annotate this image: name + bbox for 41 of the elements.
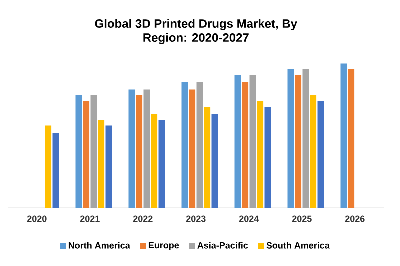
bar: [106, 126, 112, 208]
x-tick-label: 2025: [292, 216, 312, 222]
legend-label: Europe: [148, 242, 180, 250]
bar: [264, 107, 272, 208]
legend-label: Asia-Pacific: [198, 242, 248, 249]
bar: [151, 114, 158, 208]
bar: [136, 96, 143, 208]
bar: [212, 114, 218, 208]
bar: [76, 96, 82, 208]
legend-label: North America: [68, 242, 130, 249]
bar: [189, 90, 196, 208]
bar: [196, 82, 204, 208]
x-tick-label: 2021: [80, 216, 100, 222]
bar: [348, 70, 355, 208]
bar: [45, 126, 52, 208]
legend-label: South America: [266, 242, 330, 249]
x-tick-label: 2023: [186, 216, 206, 222]
bar: [144, 90, 150, 208]
bar: [128, 90, 136, 208]
bar: [204, 107, 211, 208]
bar: [90, 96, 98, 208]
bar: [234, 75, 242, 208]
x-tick-label: 2026: [345, 216, 365, 222]
bar: [288, 70, 294, 208]
bar: [310, 96, 317, 208]
bar: [250, 75, 256, 208]
bar: [295, 75, 302, 208]
bar: [52, 133, 60, 208]
bar: [318, 101, 324, 208]
bar: [257, 101, 264, 208]
bar: [83, 101, 90, 208]
x-tick-label: 2020: [27, 216, 47, 222]
bar: [340, 64, 348, 208]
x-tick-label: 2022: [133, 216, 153, 222]
chart-title: Global 3D Printed Drugs Market, By Region: 2020-2027: [95, 19, 298, 44]
bar: [98, 120, 105, 208]
bar: [302, 70, 310, 208]
bar: [242, 82, 249, 208]
x-tick-label: 2024: [239, 216, 260, 222]
bar: [182, 82, 188, 208]
bar: [158, 120, 166, 208]
